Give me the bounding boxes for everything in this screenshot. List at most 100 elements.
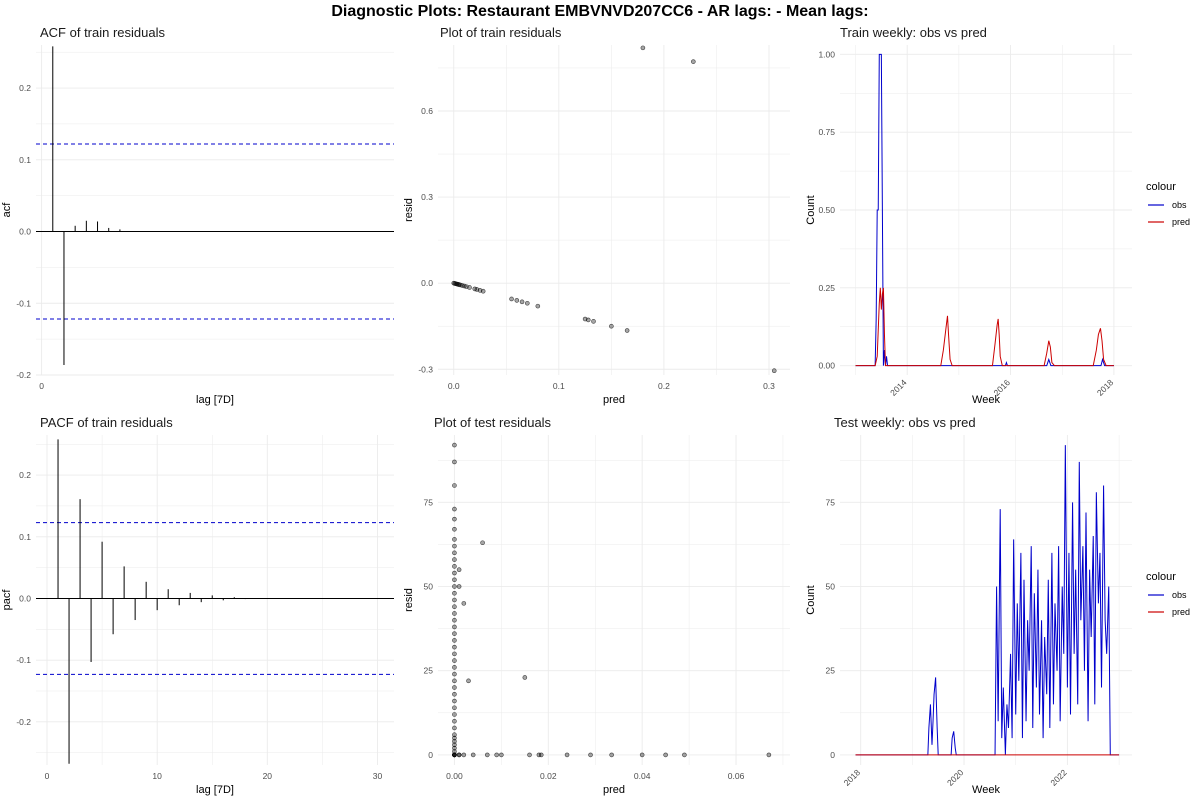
residual-point [452,725,457,731]
y-tick-label: 25 [424,666,434,676]
ticks-train-resid: -0.3 0.0 0.3 0.6 0.0 0.1 0.2 0.3 [418,106,775,391]
residual-point [452,671,457,677]
x-axis-label: pred [603,784,625,796]
y-tick-label: 0.0 [19,593,31,603]
residual-point [452,651,457,657]
y-tick-label: 50 [826,582,836,592]
residual-point [456,584,462,589]
legend-label-pred: pred [1172,217,1190,227]
x-tick-label: 10 [152,771,162,781]
x-axis-label: pred [603,394,625,406]
residual-point [682,752,687,758]
y-tick-label: -0.3 [418,364,433,374]
panel-title-acf: ACF of train residuals [40,25,165,40]
residual-point [480,288,486,294]
x-tick-label: 2022 [1048,767,1069,788]
y-tick-label: 0.2 [19,83,31,93]
y-tick-label: 0.0 [19,227,31,237]
y-axis-label: Count [805,195,817,224]
residual-point [452,698,457,704]
y-axis-label: acf [1,202,13,218]
residual-point [452,665,457,670]
residual-point [452,749,457,754]
residual-point [452,638,457,643]
x-tick-label: 30 [373,771,383,781]
x-tick-label: 20 [263,771,273,781]
panel-acf: ACF of train residuals -0.2 -0.1 0.0 0.1 0.2 0… [1,25,394,406]
x-tick-label: 2020 [945,767,966,788]
residual-point [452,557,457,562]
residual-point [766,752,772,758]
y-tick-label: -0.1 [16,298,31,308]
residual-point [452,685,457,690]
residual-point [536,752,542,758]
residual-point [452,742,457,748]
x-tick-label: 0.02 [540,771,557,781]
residual-point [452,483,457,488]
residual-point [771,368,777,373]
y-tick-label: 0.0 [421,278,433,288]
residual-point [452,617,457,623]
residual-point [452,459,457,465]
y-tick-label: 1.00 [818,49,835,59]
residual-point [514,298,520,303]
x-tick-label: 0.00 [446,771,463,781]
x-tick-label: 2018 [842,767,863,788]
residual-point [527,752,532,758]
residual-point [452,570,457,576]
residual-point [480,540,485,546]
residual-point [452,604,457,610]
x-tick-label: 0 [45,771,50,781]
panel-title-pacf: PACF of train residuals [40,415,173,430]
legend-title: colour [1146,571,1176,583]
residual-point [494,752,499,758]
x-tick-label: 0.2 [658,381,670,391]
x-tick-label: 0 [39,381,44,391]
y-tick-label: 25 [826,666,836,676]
residual-point [663,752,668,758]
panel-title-train-weekly: Train weekly: obs vs pred [840,25,987,40]
ticks-acf: -0.2 -0.1 0.0 0.1 0.2 0 [16,83,44,391]
residual-point [452,752,457,758]
y-tick-label: -0.1 [16,655,31,665]
y-tick-label: 0.25 [818,283,835,293]
residual-point [691,59,696,64]
x-axis-label: Week [972,784,1000,796]
residual-point [452,537,457,542]
y-tick-label: 0.75 [818,127,835,137]
series-line-obs [855,445,1120,756]
residual-point [585,317,591,323]
residual-point [499,752,504,758]
residual-point [461,752,467,758]
x-axis-label: lag [7D] [196,784,234,796]
residual-point [564,752,570,758]
residual-point [624,328,630,333]
spikes-acf [52,46,121,365]
y-axis-label: Count [805,585,817,614]
residual-point [452,631,457,636]
legend-title: colour [1146,181,1176,193]
residual-point [452,516,457,522]
residual-point [456,567,462,572]
y-axis-label: pacf [1,589,13,611]
residual-point [640,45,646,51]
residual-point [452,739,457,744]
y-tick-label: -0.2 [16,717,31,727]
residual-point [452,745,457,751]
residual-point [470,752,476,758]
y-tick-label: 0.00 [818,361,835,371]
points-test-resid [452,442,772,758]
ticks-pacf: -0.2 -0.1 0.0 0.1 0.2 0 10 20 30 [16,470,382,781]
residual-point [452,624,457,630]
residual-point [538,752,544,758]
residual-point [522,675,528,680]
x-axis-label: lag [7D] [196,394,234,406]
y-tick-label: 0 [830,750,835,760]
residual-point [452,564,457,569]
residual-point [456,752,462,758]
x-tick-label: 0.1 [553,381,565,391]
residual-point [452,506,457,512]
legend-label-pred: pred [1172,607,1190,617]
